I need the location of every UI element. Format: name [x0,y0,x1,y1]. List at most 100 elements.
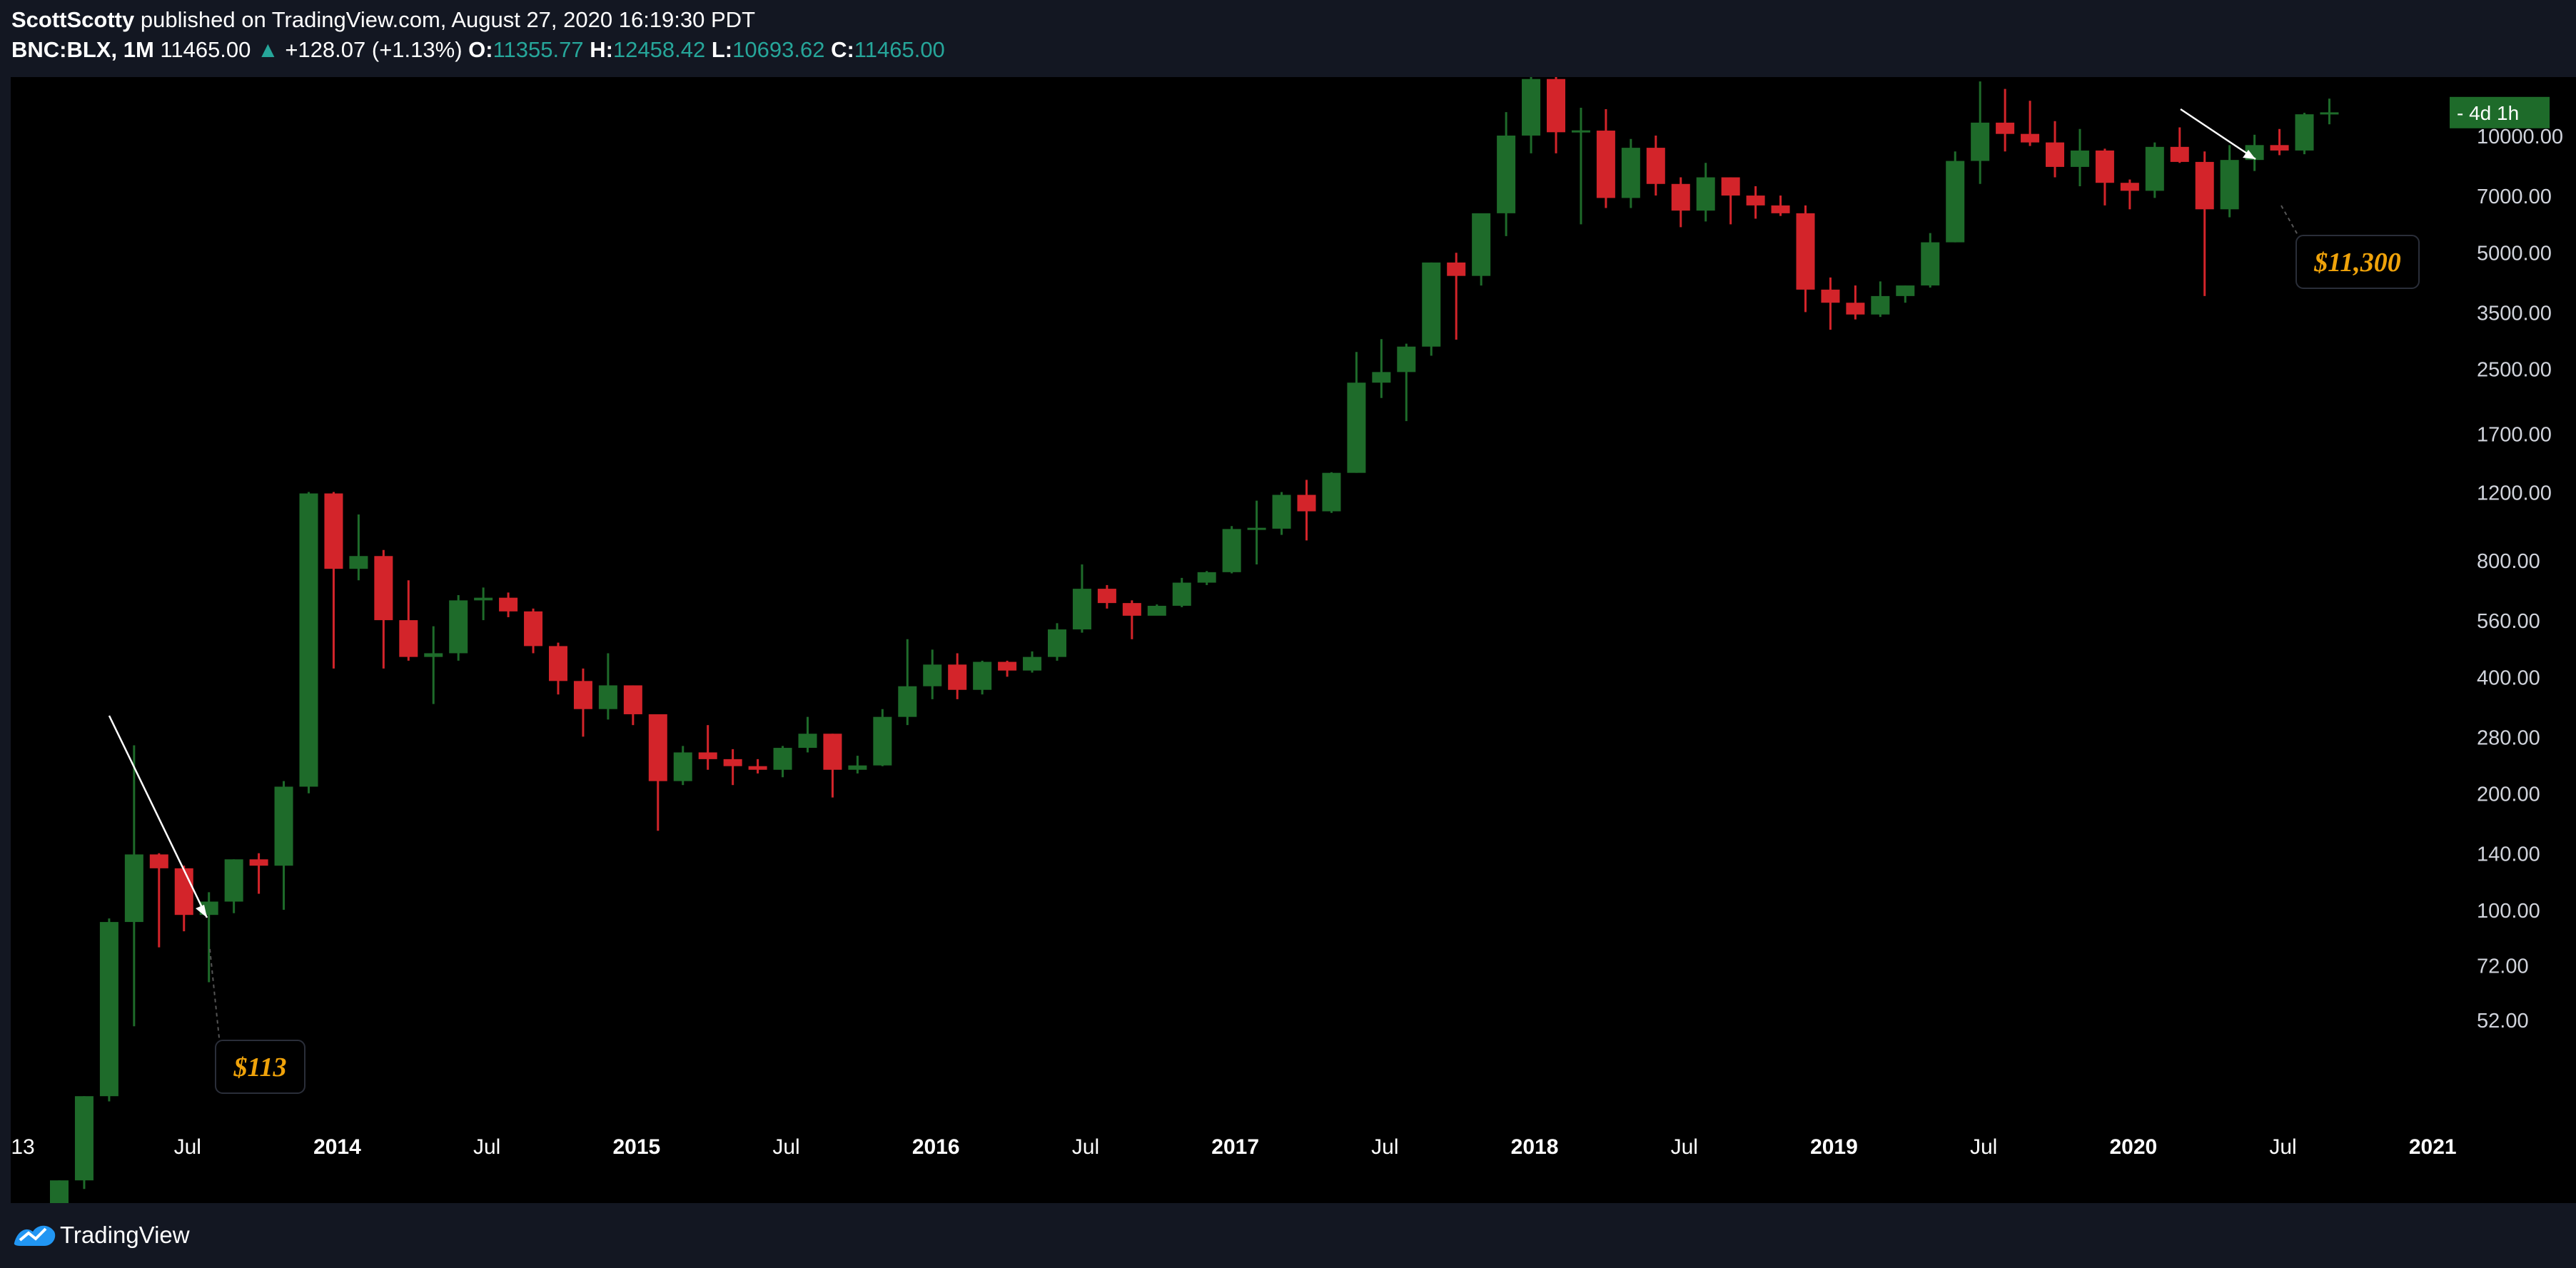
candle-body[interactable] [2046,142,2064,167]
candle-body[interactable] [848,765,867,770]
time-axis[interactable]: 13 Jul 2014 Jul 2015 Jul 2016 Jul 2017 Jul 2018 Jul… [11,1135,2456,1159]
candle-body[interactable] [673,752,692,781]
candle-body[interactable] [124,854,143,923]
candle-body[interactable] [50,1180,69,1203]
candle-body[interactable] [1023,656,1042,671]
candle-body[interactable] [2070,150,2089,167]
candle-body[interactable] [573,681,592,709]
candle-body[interactable] [1996,122,2015,134]
candle-body[interactable] [424,653,443,657]
candle-body[interactable] [1272,494,1291,529]
candle-body[interactable] [1197,572,1216,583]
candle-body[interactable] [2021,133,2040,143]
price-axis[interactable]: 52.00 72.00 100.00 140.00 200.00 280.00 400.00… [2477,126,2563,1033]
candle-body[interactable] [149,854,168,868]
candle-body[interactable] [1821,289,1840,303]
candle-body[interactable] [873,716,892,766]
author-name[interactable]: ScottScotty [11,7,135,32]
candle-body[interactable] [1671,183,1690,211]
candle-body[interactable] [1497,136,1516,213]
candle-body[interactable] [1846,303,1865,315]
candle-body[interactable] [274,786,293,866]
tradingview-brand[interactable]: TradingView [60,1222,190,1248]
candle-body[interactable] [549,646,567,681]
tradingview-logo-icon[interactable] [13,1219,57,1250]
candle-body[interactable] [2145,146,2164,191]
candle-body[interactable] [1147,605,1166,616]
candle-body[interactable] [224,859,243,902]
candle-body[interactable] [374,556,393,621]
candle-body[interactable] [2320,112,2339,115]
candle-body[interactable] [1547,78,1565,133]
candle-body[interactable] [1746,196,1765,206]
candle-body[interactable] [1921,242,1940,286]
candle-body[interactable] [399,620,418,657]
candle-body[interactable] [1122,603,1141,616]
candle-body[interactable] [249,859,268,866]
candle-body[interactable] [723,759,742,766]
candle-body[interactable] [349,556,368,569]
candle-body[interactable] [1971,122,1990,161]
candle-body[interactable] [99,922,118,1097]
candle-body[interactable] [1097,589,1116,604]
candle-body[interactable] [2220,160,2239,210]
candle-body[interactable] [1472,213,1491,276]
candle-body[interactable] [598,685,617,709]
candle-body[interactable] [2095,150,2114,183]
candle-body[interactable] [2120,183,2139,191]
candle-body[interactable] [698,752,717,759]
candle-body[interactable] [973,661,992,690]
candle-body[interactable] [324,493,343,569]
candle-body[interactable] [2170,146,2189,162]
candle-body[interactable] [798,734,817,749]
candle-body[interactable] [1796,213,1815,290]
candle-body[interactable] [1721,177,1740,196]
candle-body[interactable] [623,685,642,714]
candle-body[interactable] [1372,372,1391,383]
candle-body[interactable] [474,597,493,601]
candle-body[interactable] [898,686,917,717]
candle-body[interactable] [1447,262,1466,276]
candle-body[interactable] [923,664,942,686]
candle-body[interactable] [1072,589,1091,630]
candle-body[interactable] [299,493,318,787]
candle-body[interactable] [1347,382,1366,473]
candle-body[interactable] [1871,295,1890,315]
candle-body[interactable] [1571,130,1590,133]
candle-body[interactable] [2295,114,2314,151]
candle-body[interactable] [1172,582,1191,606]
callout-box[interactable] [215,1040,305,1094]
time-tick-label: 2020 [2109,1135,2157,1159]
candle-body[interactable] [1397,346,1416,372]
candle-body[interactable] [1522,78,1541,136]
candle-body[interactable] [1896,285,1915,296]
candle-body[interactable] [1596,131,1615,198]
candle-body[interactable] [823,734,842,770]
candle-body[interactable] [174,868,193,916]
candle-body[interactable] [1322,472,1341,512]
candle-body[interactable] [1222,529,1241,572]
candle-body[interactable] [1946,161,1965,243]
candle-body[interactable] [1048,629,1066,657]
candle-body[interactable] [1696,177,1715,211]
candle-body[interactable] [499,597,518,612]
candle-body[interactable] [2195,161,2214,210]
candlestick-chart[interactable]: 52.00 72.00 100.00 140.00 200.00 280.00 400.00… [0,77,2576,1203]
candle-body[interactable] [74,1096,94,1181]
candle-body[interactable] [1422,262,1441,347]
candle-body[interactable] [1646,148,1665,184]
candle-body[interactable] [773,748,792,770]
candle-body[interactable] [1621,148,1640,198]
candle-body[interactable] [948,664,967,690]
callout-box[interactable] [2295,235,2420,289]
candle-body[interactable] [449,600,468,654]
candle-body[interactable] [648,714,667,781]
candle-body[interactable] [1247,527,1266,530]
candle-body[interactable] [998,661,1017,671]
candle-body[interactable] [1771,205,1790,213]
symbol-label[interactable]: BNC:BLX, 1M [11,37,154,62]
candle-body[interactable] [2270,145,2289,151]
candle-body[interactable] [1297,494,1316,512]
candle-body[interactable] [524,611,543,646]
candle-body[interactable] [748,766,767,770]
